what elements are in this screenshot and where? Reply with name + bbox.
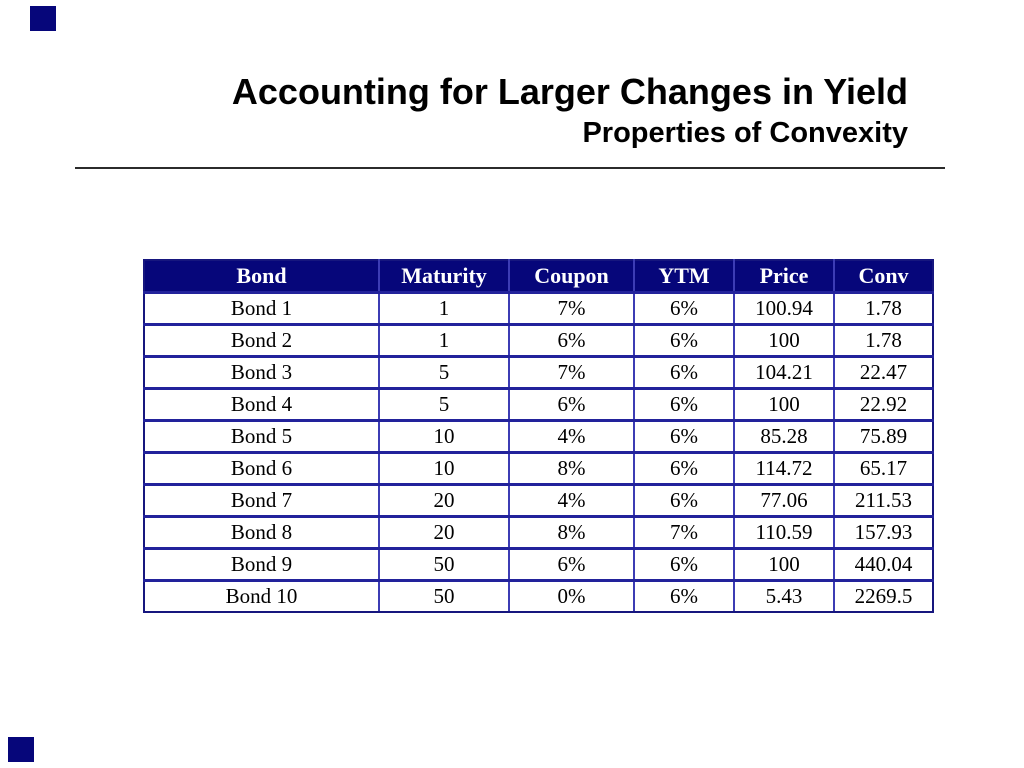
cell-bond-name: Bond 2 — [143, 323, 380, 358]
table-row: Bond 8 20 8% 7% 110.59 157.93 — [143, 515, 934, 550]
cell-conv: 75.89 — [833, 419, 934, 454]
cell-coupon: 4% — [508, 483, 635, 518]
cell-coupon: 6% — [508, 387, 635, 422]
cell-coupon: 4% — [508, 419, 635, 454]
cell-ytm: 6% — [633, 387, 735, 422]
title-divider-rule — [75, 167, 945, 169]
cell-price: 100 — [733, 547, 835, 582]
column-header-ytm: YTM — [633, 259, 735, 294]
cell-ytm: 6% — [633, 323, 735, 358]
table-row: Bond 5 10 4% 6% 85.28 75.89 — [143, 419, 934, 454]
column-header-maturity: Maturity — [378, 259, 510, 294]
cell-coupon: 6% — [508, 323, 635, 358]
cell-bond-name: Bond 6 — [143, 451, 380, 486]
title-block: Accounting for Larger Changes in Yield P… — [60, 70, 908, 152]
cell-bond-name: Bond 4 — [143, 387, 380, 422]
table-row: Bond 10 50 0% 6% 5.43 2269.5 — [143, 579, 934, 613]
cell-conv: 1.78 — [833, 323, 934, 358]
cell-maturity: 1 — [378, 291, 510, 326]
column-header-bond: Bond — [143, 259, 380, 294]
cell-price: 85.28 — [733, 419, 835, 454]
cell-price: 110.59 — [733, 515, 835, 550]
table-row: Bond 4 5 6% 6% 100 22.92 — [143, 387, 934, 422]
cell-ytm: 6% — [633, 579, 735, 613]
column-header-price: Price — [733, 259, 835, 294]
cell-conv: 22.92 — [833, 387, 934, 422]
column-header-conv: Conv — [833, 259, 934, 294]
cell-price: 104.21 — [733, 355, 835, 390]
cell-conv: 65.17 — [833, 451, 934, 486]
cell-conv: 440.04 — [833, 547, 934, 582]
cell-maturity: 20 — [378, 515, 510, 550]
table-row: Bond 3 5 7% 6% 104.21 22.47 — [143, 355, 934, 390]
cell-maturity: 50 — [378, 547, 510, 582]
cell-ytm: 6% — [633, 483, 735, 518]
cell-maturity: 5 — [378, 387, 510, 422]
cell-coupon: 8% — [508, 515, 635, 550]
cell-ytm: 6% — [633, 451, 735, 486]
cell-maturity: 10 — [378, 451, 510, 486]
cell-price: 114.72 — [733, 451, 835, 486]
cell-bond-name: Bond 3 — [143, 355, 380, 390]
bond-convexity-table: Bond Maturity Coupon YTM Price Conv Bond… — [143, 259, 934, 613]
cell-ytm: 6% — [633, 355, 735, 390]
cell-ytm: 7% — [633, 515, 735, 550]
cell-price: 100 — [733, 387, 835, 422]
cell-coupon: 8% — [508, 451, 635, 486]
slide-title: Accounting for Larger Changes in Yield — [231, 71, 908, 112]
table-row: Bond 7 20 4% 6% 77.06 211.53 — [143, 483, 934, 518]
cell-maturity: 20 — [378, 483, 510, 518]
table-row: Bond 6 10 8% 6% 114.72 65.17 — [143, 451, 934, 486]
table-header-row: Bond Maturity Coupon YTM Price Conv — [143, 259, 934, 294]
table-row: Bond 9 50 6% 6% 100 440.04 — [143, 547, 934, 582]
decor-square-bottom-left — [8, 737, 34, 762]
cell-ytm: 6% — [633, 419, 735, 454]
cell-bond-name: Bond 8 — [143, 515, 380, 550]
cell-bond-name: Bond 9 — [143, 547, 380, 582]
cell-bond-name: Bond 5 — [143, 419, 380, 454]
cell-bond-name: Bond 1 — [143, 291, 380, 326]
table-row: Bond 1 1 7% 6% 100.94 1.78 — [143, 291, 934, 326]
cell-price: 5.43 — [733, 579, 835, 613]
cell-conv: 22.47 — [833, 355, 934, 390]
cell-price: 77.06 — [733, 483, 835, 518]
cell-price: 100 — [733, 323, 835, 358]
decor-square-top-left — [30, 6, 56, 31]
cell-bond-name: Bond 10 — [143, 579, 380, 613]
cell-conv: 157.93 — [833, 515, 934, 550]
cell-coupon: 0% — [508, 579, 635, 613]
cell-coupon: 7% — [508, 291, 635, 326]
cell-bond-name: Bond 7 — [143, 483, 380, 518]
cell-ytm: 6% — [633, 291, 735, 326]
cell-coupon: 7% — [508, 355, 635, 390]
cell-conv: 1.78 — [833, 291, 934, 326]
cell-price: 100.94 — [733, 291, 835, 326]
column-header-coupon: Coupon — [508, 259, 635, 294]
table-row: Bond 2 1 6% 6% 100 1.78 — [143, 323, 934, 358]
cell-maturity: 1 — [378, 323, 510, 358]
cell-maturity: 50 — [378, 579, 510, 613]
cell-coupon: 6% — [508, 547, 635, 582]
cell-conv: 211.53 — [833, 483, 934, 518]
cell-maturity: 10 — [378, 419, 510, 454]
cell-ytm: 6% — [633, 547, 735, 582]
cell-conv: 2269.5 — [833, 579, 934, 613]
slide-subtitle: Properties of Convexity — [582, 117, 908, 149]
cell-maturity: 5 — [378, 355, 510, 390]
